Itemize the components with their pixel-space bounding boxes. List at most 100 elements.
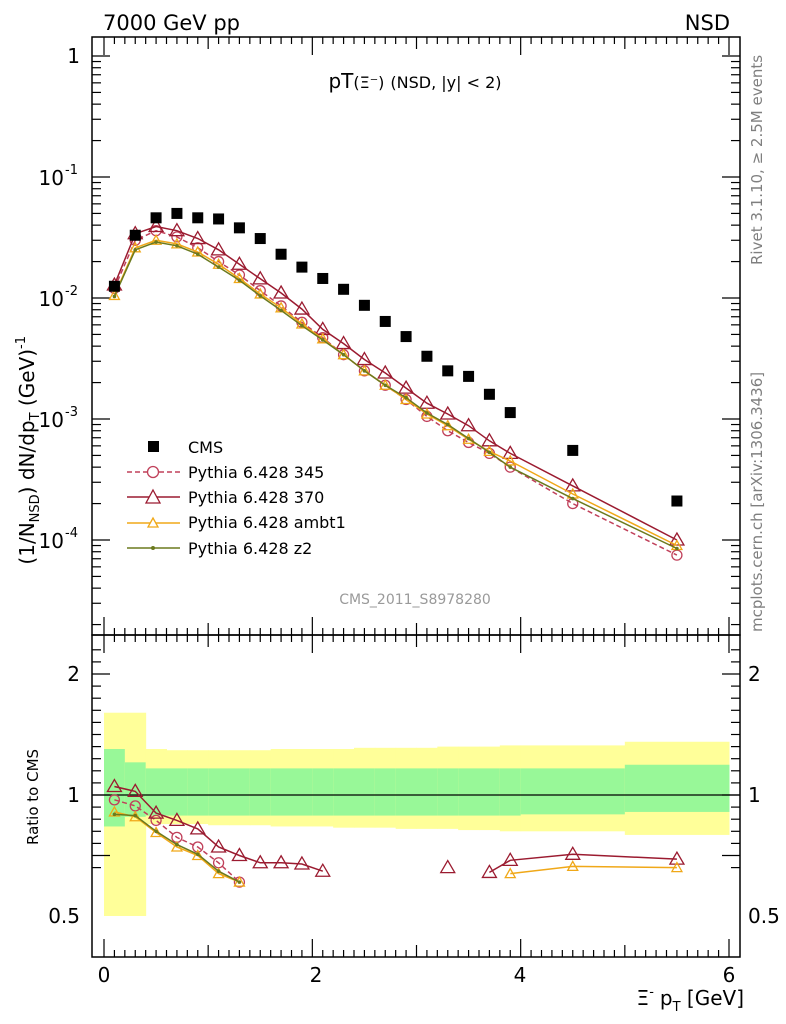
legend-marker-z2 (151, 546, 155, 550)
svg-text:-3: -3 (65, 405, 78, 420)
point-cms-16 (442, 365, 454, 377)
point-z2-12 (362, 369, 367, 373)
ratio-point-z2-2 (154, 829, 158, 834)
ratio-point-p370-7 (252, 854, 269, 869)
band-inner-12 (354, 768, 376, 816)
point-z2-3 (175, 244, 179, 248)
band-inner-3 (166, 768, 188, 816)
point-z2-15 (425, 411, 429, 415)
point-cms-8 (275, 248, 287, 260)
legend-item-p370: Pythia 6.428 370 (127, 488, 324, 507)
ratio-point-p370-4 (189, 820, 206, 835)
point-z2-8 (279, 308, 283, 313)
band-inner-15 (416, 768, 438, 816)
point-z2-11 (341, 352, 346, 357)
point-z2-7 (258, 294, 263, 298)
svg-text:10: 10 (39, 287, 64, 311)
legend-marker-cms (148, 441, 159, 452)
point-ambt1-12 (358, 364, 371, 376)
point-ambt1-16 (441, 419, 454, 431)
x-tick-label-0: 0 (98, 963, 111, 987)
point-ambt1-1 (129, 241, 142, 253)
point-z2-19 (508, 465, 513, 469)
ratio-y-tick-1-left: 1 (67, 783, 80, 807)
point-z2-18 (487, 450, 492, 455)
legend-item-z2: Pythia 6.428 z2 (127, 539, 312, 558)
point-cms-15 (421, 350, 433, 362)
ratio-line-p345-0 (114, 799, 240, 883)
x-axis-label: Ξ-pT [GeV] (637, 985, 744, 1015)
svg-text:-1: -1 (65, 163, 78, 178)
ratio-point-p370-12 (481, 864, 498, 879)
band-inner-8 (270, 768, 292, 816)
ratio-point-ambt1-4 (191, 849, 204, 861)
point-cms-21 (671, 495, 683, 507)
legend-marker-p370 (144, 488, 162, 504)
ratio-y-tick-05-left: 0.5 (48, 904, 80, 928)
ratio-point-p370-8 (272, 854, 290, 869)
ratio-point-p370-10 (314, 862, 331, 877)
ratio-line-p370-0 (114, 785, 324, 872)
band-inner-6 (229, 768, 251, 816)
point-z2-17 (466, 436, 471, 441)
ratio-point-ambt1-8 (566, 860, 579, 872)
point-ambt1-15 (420, 407, 434, 419)
point-p370-5 (210, 241, 227, 256)
watermark: CMS_2011_S8978280 (339, 592, 491, 608)
ratio-panel: 2 1 0.5 2 1 0.5 0 2 4 6 Ratio to CMS Ξ-p… (24, 634, 780, 1015)
ratio-point-p345-4 (192, 841, 204, 853)
point-p370-17 (460, 417, 477, 432)
point-cms-13 (379, 315, 391, 327)
point-z2-14 (404, 395, 408, 400)
svg-text:10: 10 (39, 166, 64, 190)
point-z2-6 (237, 278, 242, 283)
band-inner-5 (208, 768, 230, 816)
ratio-series (106, 778, 686, 888)
point-ambt1-0 (108, 289, 121, 301)
point-p370-7 (252, 270, 269, 285)
point-p370-19 (502, 445, 519, 460)
legend-label-cms: CMS (188, 438, 223, 457)
point-p370-14 (397, 379, 415, 394)
top-y-tick-labels: 1 10 -1 10 -2 10 -3 10 -4 (39, 44, 80, 553)
top-axis-ticks (92, 37, 740, 635)
ratio-point-z2-1 (133, 813, 138, 818)
band-inner-4 (187, 768, 209, 816)
point-z2-2 (154, 240, 158, 244)
ratio-point-z2-3 (175, 842, 179, 847)
plot-title-main: pT (328, 69, 354, 93)
ratio-point-p370-0 (106, 778, 123, 793)
y-tick-label-1e-1: 10 -1 (39, 163, 78, 190)
ratio-point-z2-0 (112, 812, 117, 817)
point-z2-5 (216, 265, 221, 269)
x-tick-label-6: 6 (723, 963, 736, 987)
ratio-point-p370-9 (293, 855, 311, 870)
band-inner-2 (145, 768, 167, 816)
ratio-point-p370-13 (502, 852, 519, 866)
point-p370-13 (377, 364, 394, 379)
point-z2-9 (300, 323, 304, 328)
series-line-z2 (113, 241, 678, 550)
site-label: mcplots.cern.ch [arXiv:1306.3436] (748, 372, 766, 632)
point-p370-2 (147, 218, 165, 233)
ratio-point-p370-5 (210, 838, 227, 853)
ratio-point-p345-2 (150, 814, 162, 827)
point-ambt1-17 (462, 432, 475, 444)
point-cms-4 (192, 212, 204, 224)
y-tick-label-1e-2: 10 -2 (39, 284, 78, 311)
point-cms-14 (400, 331, 412, 343)
ratio-point-p370-3 (168, 812, 186, 827)
band-inner-18 (479, 768, 501, 816)
band-inner-16 (437, 768, 459, 816)
x-tick-label-2: 2 (310, 963, 323, 987)
point-ambt1-3 (170, 237, 184, 249)
point-p345-3 (171, 231, 183, 243)
legend-label-ambt1: Pythia 6.428 ambt1 (188, 513, 346, 532)
ratio-y-tick-2-left: 2 (67, 662, 80, 686)
legend-item-ambt1: Pythia 6.428 ambt1 (127, 513, 346, 532)
point-z2-0 (112, 294, 117, 299)
band-inner-10 (312, 768, 334, 816)
ratio-y-tick-2-right: 2 (748, 662, 761, 686)
legend-item-cms: CMS (148, 438, 223, 457)
